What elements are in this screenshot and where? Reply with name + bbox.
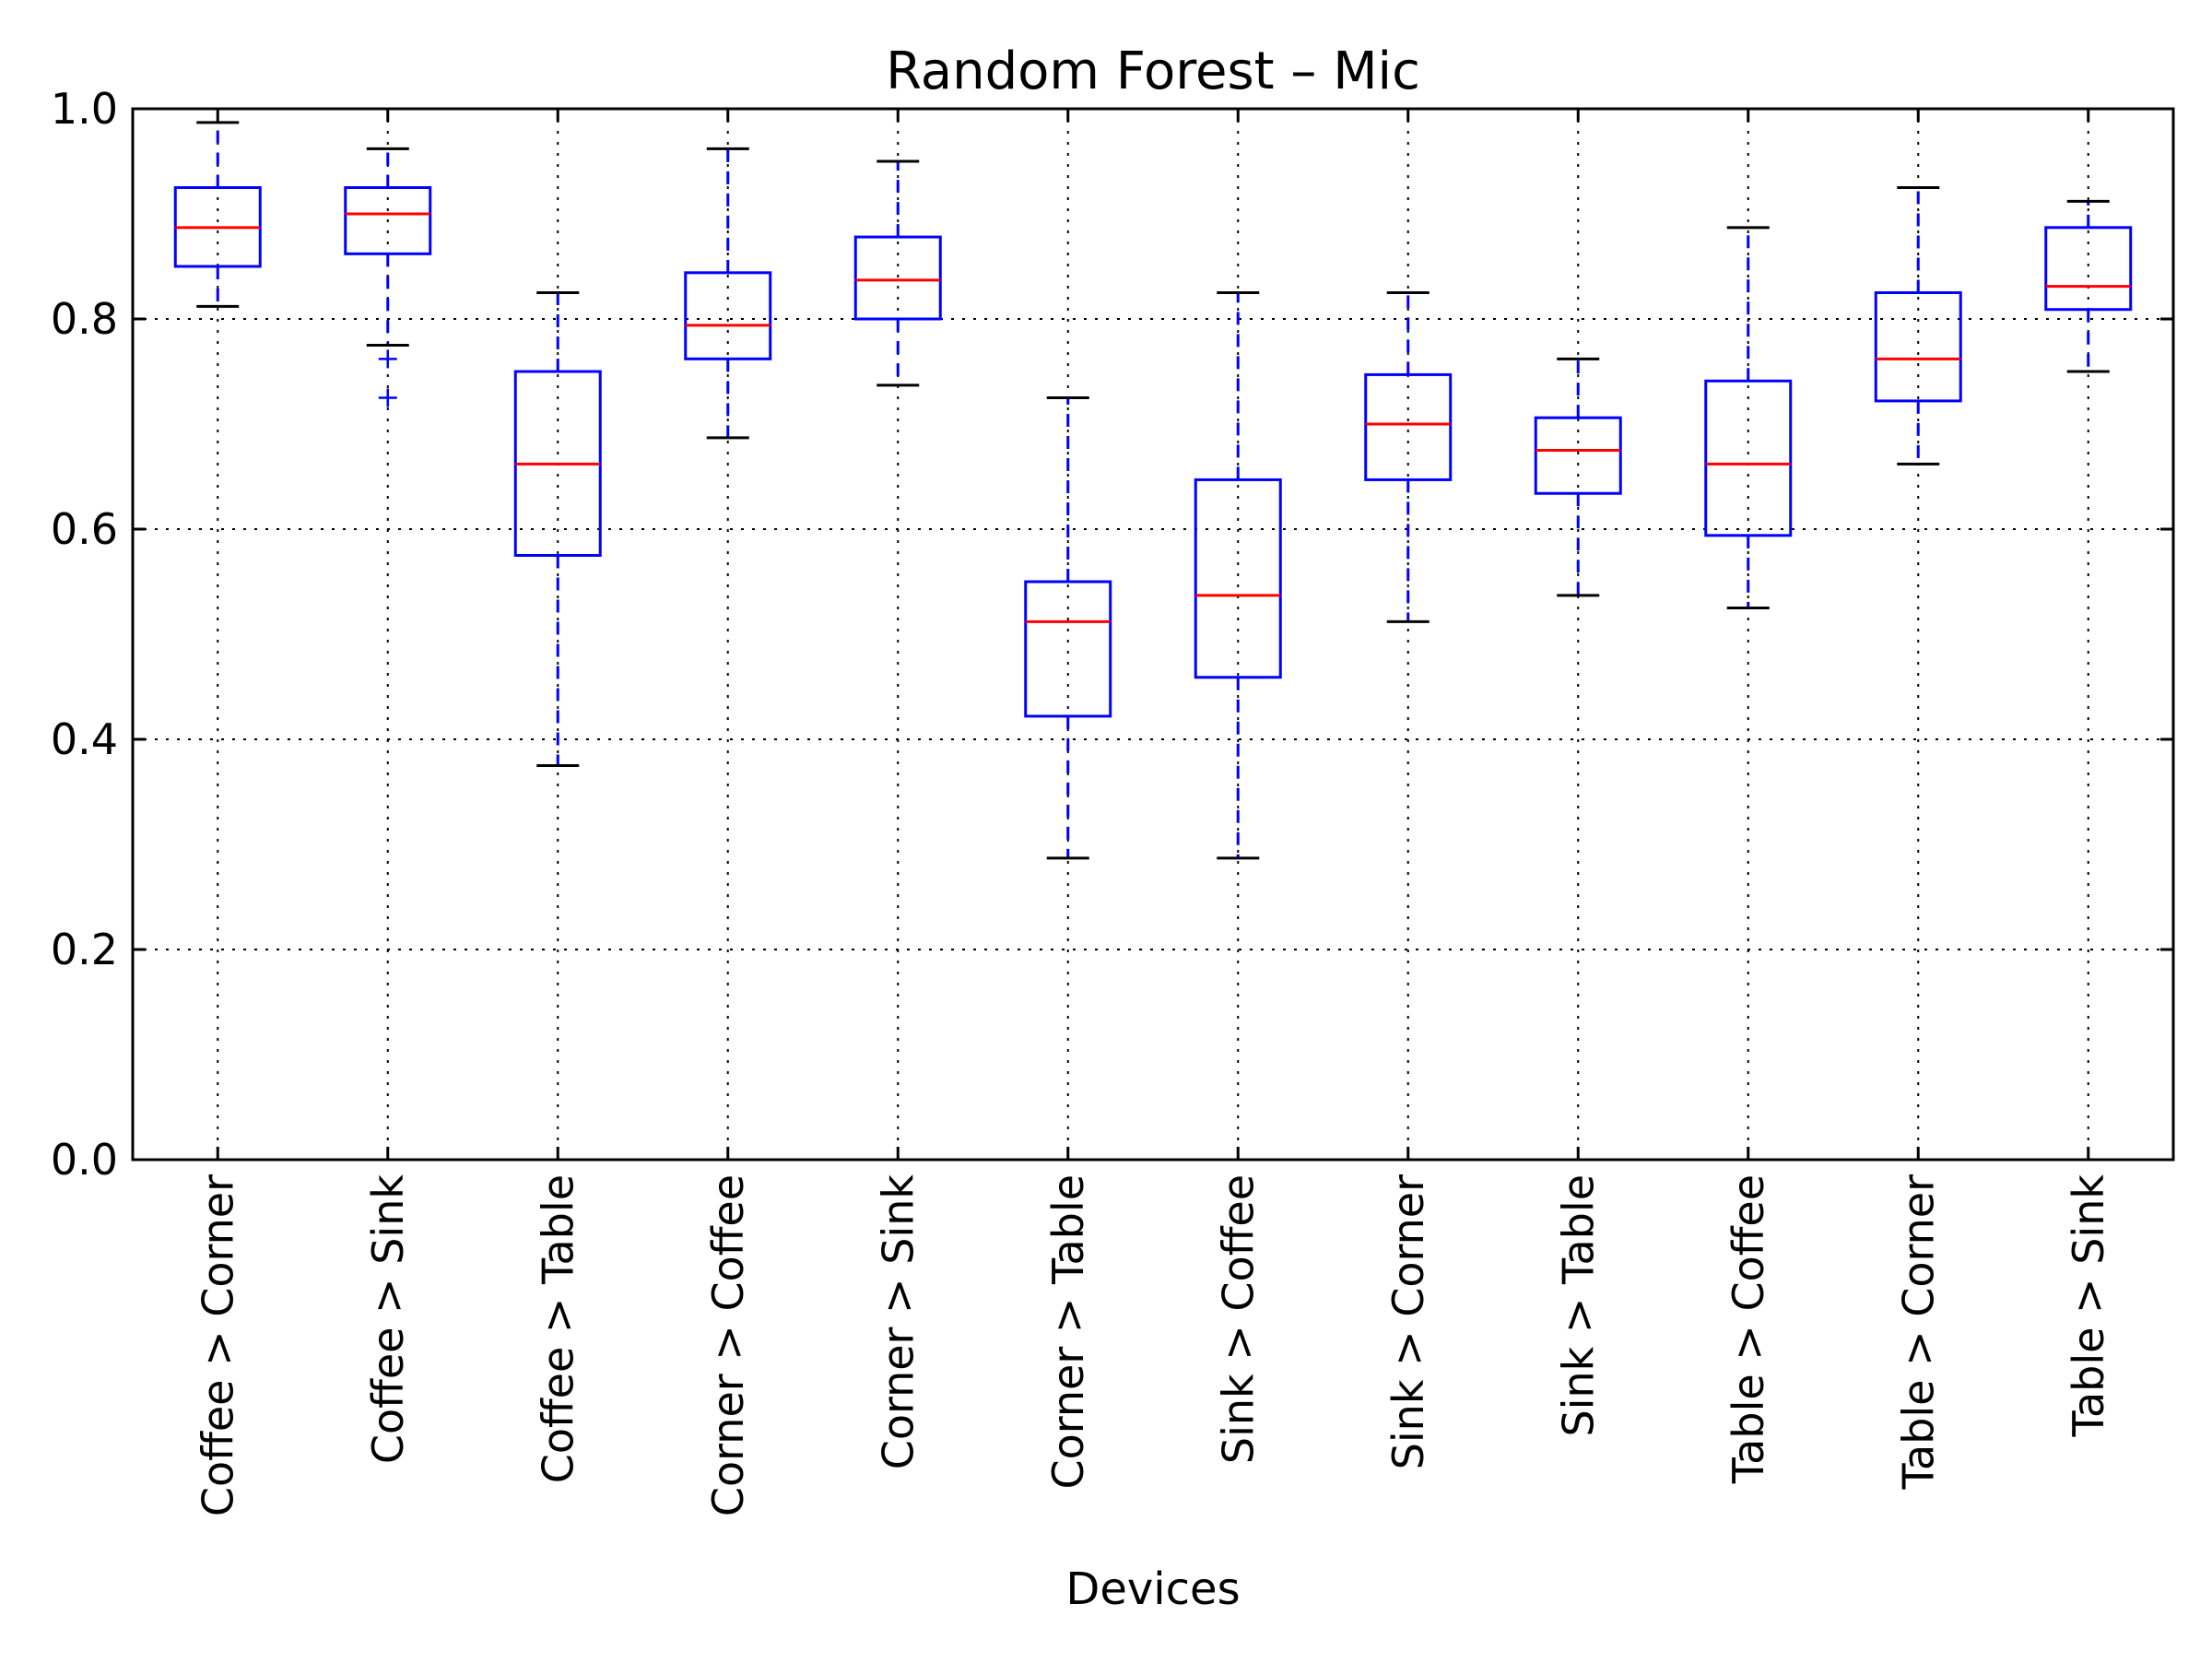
box-group — [344, 147, 432, 407]
box-group — [1364, 291, 1453, 623]
x-tick-label: Table > Coffee — [1724, 1174, 1773, 1484]
box-iqr — [1874, 291, 1962, 403]
y-tick-label: 0.0 — [51, 1135, 118, 1185]
box-group — [1194, 291, 1282, 860]
box-group — [1024, 396, 1112, 860]
x-tick-label: Coffee > Sink — [363, 1174, 413, 1464]
x-tick-label: Corner > Table — [1043, 1174, 1093, 1489]
y-tick-label: 0.6 — [51, 504, 118, 554]
box-iqr — [1194, 478, 1282, 679]
box-group — [1874, 186, 1962, 466]
x-axis-ticks: Coffee > Corner Coffee > Sink Coffee > Tab… — [193, 109, 2113, 1516]
chart-title: Random Forest – Mic — [886, 41, 1420, 101]
y-tick-label: 0.4 — [51, 714, 118, 764]
y-tick-label: 0.8 — [51, 294, 118, 344]
x-tick-label: Sink > Coffee — [1213, 1174, 1263, 1464]
x-axis-label: Devices — [1065, 1563, 1240, 1615]
box-group — [173, 121, 262, 308]
y-tick-label: 1.0 — [51, 84, 118, 134]
box-group — [513, 291, 602, 767]
box-iqr — [684, 271, 772, 360]
x-tick-label: Table > Corner — [1893, 1174, 1943, 1491]
plot-area-frame — [131, 107, 2175, 1162]
y-axis-ticks: 0.0 0.2 0.4 0.6 0.8 1.0 — [51, 84, 2173, 1185]
x-tick-label: Table > Sink — [2064, 1174, 2113, 1438]
box-iqr — [853, 235, 942, 321]
x-tick-label: Corner > Sink — [873, 1174, 923, 1470]
box-group — [2044, 199, 2133, 373]
grid-lines — [133, 109, 2173, 1160]
outlier-marker — [378, 349, 397, 369]
box-iqr — [2044, 226, 2133, 312]
box-group — [684, 147, 772, 440]
box-series — [173, 121, 2133, 860]
x-tick-label: Corner > Coffee — [703, 1174, 753, 1516]
box-group — [1534, 357, 1622, 597]
box-iqr — [344, 186, 432, 255]
box-iqr — [1024, 580, 1112, 718]
outlier-marker — [378, 388, 397, 407]
x-tick-label: Coffee > Table — [533, 1174, 582, 1483]
box-iqr — [1364, 372, 1453, 481]
x-tick-label: Sink > Corner — [1383, 1174, 1433, 1469]
x-tick-label: Coffee > Corner — [193, 1174, 242, 1516]
x-tick-label: Sink > Table — [1553, 1174, 1603, 1437]
box-iqr — [1704, 379, 1793, 537]
box-iqr — [1534, 416, 1622, 495]
box-group — [1704, 226, 1793, 609]
y-tick-label: 0.2 — [51, 925, 118, 974]
box-group — [853, 159, 942, 387]
